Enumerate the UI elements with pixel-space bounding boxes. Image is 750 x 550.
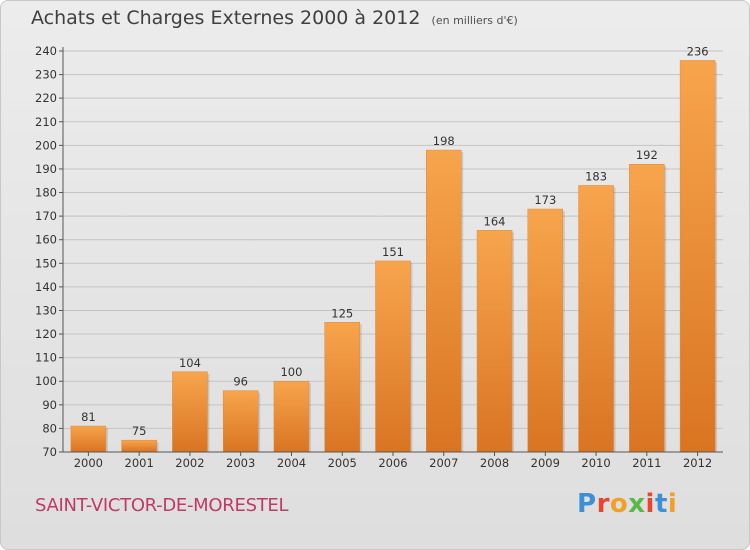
value-label: 100 [280,365,302,379]
bar-2003 [222,390,259,453]
logo-letter: i [667,489,678,519]
x-tick-label: 2010 [581,456,610,470]
chart-subtitle: (en milliers d'€) [431,14,518,27]
bars [70,60,718,453]
bar-2009 [527,208,564,453]
bar-2006 [375,260,411,453]
logo-letter: P [577,489,597,519]
y-tick-label: 170 [35,209,57,223]
logo-letter: t [654,489,668,519]
bar-2012 [679,60,716,453]
y-tick-label: 110 [35,351,57,365]
logo-letter: i [645,489,655,519]
y-tick-label: 100 [35,374,57,388]
bar-2007 [426,149,462,453]
value-label: 75 [132,424,147,438]
y-tick-label: 70 [42,445,57,459]
y-tick-label: 220 [35,91,57,105]
x-tick-label: 2000 [74,456,103,470]
title-row: Achats et Charges Externes 2000 à 2012 (… [31,7,518,29]
value-label: 192 [636,148,658,162]
x-tick-label: 2008 [480,456,509,470]
value-label: 151 [382,245,404,259]
y-tick-label: 120 [35,327,57,341]
x-tick-label: 2005 [328,456,357,470]
y-tick-label: 210 [35,115,57,129]
x-tick-label: 2002 [175,456,204,470]
value-label: 236 [687,44,709,58]
y-tick-label: 140 [35,280,57,294]
y-tick-label: 230 [35,68,57,82]
bar-2005 [324,322,360,453]
x-tick-label: 2001 [125,456,154,470]
commune-name: SAINT-VICTOR-DE-MORESTEL [35,495,289,516]
value-label: 125 [331,306,353,320]
y-tick-label: 160 [35,233,57,247]
y-tick-label: 150 [35,256,57,270]
x-tick-label: 2003 [226,456,255,470]
bar-2004 [273,380,310,453]
x-tick-label: 2012 [683,456,712,470]
x-tick-label: 2007 [429,456,458,470]
bar-2001 [121,439,157,453]
y-tick-label: 200 [35,138,57,152]
logo-letter: r [596,489,610,519]
bar-2010 [578,185,614,453]
bar-2008 [476,230,513,453]
value-label: 81 [81,410,96,424]
bar-2011 [629,163,665,453]
y-tick-label: 130 [35,303,57,317]
y-tick-label: 240 [35,44,57,58]
logo-letter: o [609,489,629,519]
value-label: 164 [484,214,506,228]
axes [59,47,723,456]
y-tick-label: 180 [35,186,57,200]
y-tick-label: 90 [42,398,57,412]
labels: 7080901001101201301401501601701801902002… [35,44,712,470]
value-label: 173 [534,193,556,207]
y-tick-label: 190 [35,162,57,176]
value-label: 96 [233,375,248,389]
value-label: 104 [179,356,201,370]
x-tick-label: 2006 [378,456,407,470]
x-tick-label: 2011 [632,456,661,470]
bar-2002 [172,371,208,453]
x-tick-label: 2009 [531,456,560,470]
bar-2000 [70,425,107,453]
value-label: 183 [585,169,607,183]
logo-letter: x [628,489,646,519]
x-tick-label: 2004 [277,456,306,470]
value-label: 198 [433,134,455,148]
y-tick-label: 80 [42,421,57,435]
proxiti-logo: Proxiti [577,489,677,519]
chart-title: Achats et Charges Externes 2000 à 2012 [31,7,421,29]
